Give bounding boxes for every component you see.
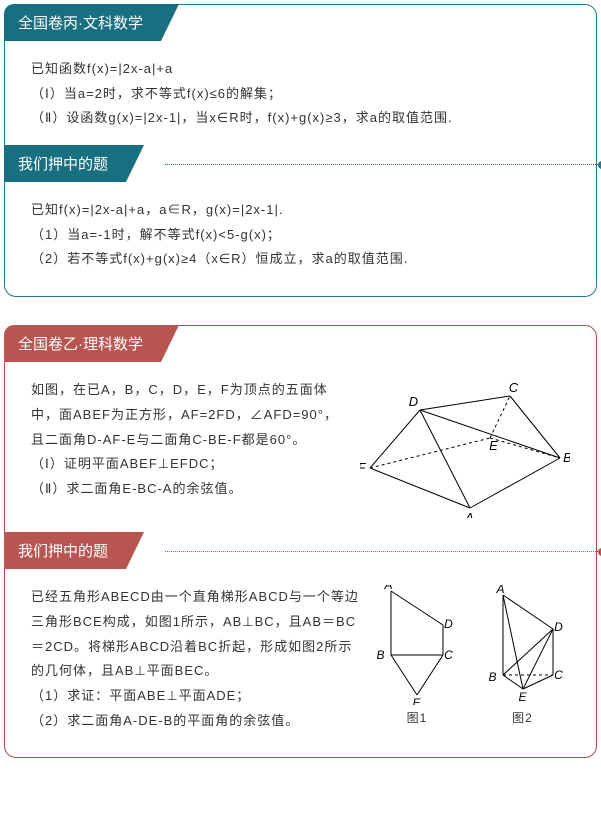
pentagon-diagram-1: A D B C E [377,585,457,705]
tab-exam-title-2: 全国卷乙·理科数学 [4,325,161,362]
q2-text: 如图，在已A，B，C，D，E，F为顶点的五面体中，面ABEF为正方形，AF=2F… [31,378,346,501]
svg-text:B: B [377,648,386,662]
tab-predicted-1: 我们押中的题 [4,145,126,182]
exam-question-1: 已知函数f(x)=|2x-a|+a （Ⅰ）当a=2时，求不等式f(x)≤6的解集… [5,41,596,141]
tab-exam-title-1: 全国卷丙·文科数学 [4,4,161,41]
q1-line1: 已知函数f(x)=|2x-a|+a [31,57,570,82]
panel-exam-1: 全国卷丙·文科数学 已知函数f(x)=|2x-a|+a （Ⅰ）当a=2时，求不等… [4,4,597,297]
svg-text:F: F [360,460,367,475]
tab-exam-title-2-label: 全国卷乙·理科数学 [18,336,143,353]
p1-line2: （1）当a=-1时，解不等式f(x)<5-g(x)； [31,223,570,248]
svg-text:A: A [383,585,393,592]
svg-text:B: B [488,670,497,684]
q2-line1: 如图，在已A，B，C，D，E，F为顶点的五面体中，面ABEF为正方形，AF=2F… [31,378,346,452]
q1-line2: （Ⅰ）当a=2时，求不等式f(x)≤6的解集； [31,82,570,107]
svg-text:D: D [444,617,454,631]
svg-text:C: C [554,668,564,682]
svg-text:C: C [509,380,519,395]
p2-line2: （1）求证：平面ABE⊥平面ADE； [31,684,363,709]
dotted-line-2 [165,551,600,552]
divider-1: 我们押中的题 [5,145,596,182]
panel-exam-2: 全国卷乙·理科数学 如图，在已A，B，C，D，E，F为顶点的五面体中，面ABEF… [4,325,597,758]
svg-text:D: D [554,620,564,634]
svg-text:A: A [495,585,505,596]
predicted-question-1: 已知f(x)=|2x-a|+a，a∈R，g(x)=|2x-1|. （1）当a=-… [5,182,596,282]
tab-predicted-2-label: 我们押中的题 [18,543,108,560]
svg-text:D: D [409,394,419,409]
p1-line3: （2）若不等式f(x)+g(x)≥4（x∈R）恒成立，求a的取值范围. [31,247,570,272]
tab-predicted-2: 我们押中的题 [4,532,126,569]
svg-text:C: C [444,648,454,662]
tab-predicted-1-label: 我们押中的题 [18,156,108,173]
q1-line3: （Ⅱ）设函数g(x)=|2x-1|，当x∈R时，f(x)+g(x)≥3，求a的取… [31,106,570,131]
predicted-question-2: 已经五角形ABECD由一个直角梯形ABCD与一个等边三角形BCE构成，如图1所示… [5,569,596,743]
p1-line1: 已知f(x)=|2x-a|+a，a∈R，g(x)=|2x-1|. [31,198,570,223]
fig1-label: 图1 [377,707,457,730]
p2-figures: A D B C E 图1 A D B C E 图2 [377,585,570,730]
svg-text:E: E [518,690,527,704]
p2-line1: 已经五角形ABECD由一个直角梯形ABCD与一个等边三角形BCE构成，如图1所示… [31,585,363,684]
dotted-line-1 [165,164,600,165]
fig2-label: 图2 [475,707,570,730]
svg-text:E: E [412,696,421,705]
svg-text:A: A [464,510,475,518]
p2-line3: （2）求二面角A-DE-B的平面角的余弦值。 [31,709,363,734]
q2-line2: （Ⅰ）证明平面ABEF⊥EFDC； [31,452,346,477]
divider-2: 我们押中的题 [5,532,596,569]
p2-figure2-wrap: A D B C E 图2 [475,585,570,730]
svg-text:B: B [563,450,570,465]
p2-text: 已经五角形ABECD由一个直角梯形ABCD与一个等边三角形BCE构成，如图1所示… [31,585,363,733]
polyhedron-diagram: F A B E D C [360,378,570,518]
exam-question-2: 如图，在已A，B，C，D，E，F为顶点的五面体中，面ABEF为正方形，AF=2F… [5,362,596,528]
svg-text:E: E [489,438,499,453]
pentagon-diagram-2: A D B C E [475,585,570,705]
tab-exam-title-1-label: 全国卷丙·文科数学 [18,15,143,32]
q2-line3: （Ⅱ）求二面角E-BC-A的余弦值。 [31,477,346,502]
p2-figure1-wrap: A D B C E 图1 [377,585,457,730]
q2-figure: F A B E D C [360,378,570,518]
